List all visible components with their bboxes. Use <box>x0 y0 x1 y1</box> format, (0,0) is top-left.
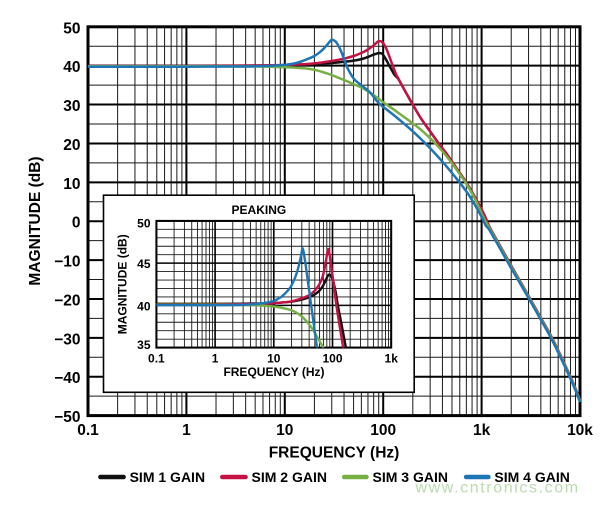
svg-text:−50: −50 <box>54 409 80 426</box>
svg-text:MAGNITUDE (dB): MAGNITUDE (dB) <box>27 156 44 285</box>
svg-text:0.1: 0.1 <box>77 422 99 439</box>
svg-text:20: 20 <box>63 137 80 154</box>
svg-text:PEAKING: PEAKING <box>232 203 287 217</box>
svg-text:50: 50 <box>63 20 80 37</box>
svg-text:35: 35 <box>137 338 151 352</box>
svg-text:30: 30 <box>63 98 80 115</box>
svg-text:1: 1 <box>212 352 219 366</box>
svg-text:50: 50 <box>137 217 151 231</box>
svg-text:SIM 1 GAIN: SIM 1 GAIN <box>130 469 205 485</box>
svg-text:FREQUENCY (Hz): FREQUENCY (Hz) <box>269 445 400 462</box>
svg-text:40: 40 <box>63 59 80 76</box>
svg-text:10: 10 <box>267 352 281 366</box>
svg-text:40: 40 <box>137 299 151 313</box>
svg-text:MAGNITUDE (dB): MAGNITUDE (dB) <box>116 234 130 334</box>
svg-text:10: 10 <box>276 422 293 439</box>
svg-text:1k: 1k <box>473 422 491 439</box>
svg-text:10k: 10k <box>567 422 593 439</box>
svg-text:0.1: 0.1 <box>148 352 165 366</box>
svg-text:SIM 2 GAIN: SIM 2 GAIN <box>252 469 327 485</box>
svg-text:SIM 3 GAIN: SIM 3 GAIN <box>373 469 448 485</box>
svg-text:100: 100 <box>322 352 342 366</box>
svg-text:SIM 4 GAIN: SIM 4 GAIN <box>494 469 569 485</box>
svg-text:0: 0 <box>72 215 81 232</box>
svg-text:10: 10 <box>63 176 80 193</box>
svg-text:−20: −20 <box>54 293 80 310</box>
svg-text:www.cntronics.com: www.cntronics.com <box>415 480 580 497</box>
svg-text:100: 100 <box>370 422 396 439</box>
svg-text:45: 45 <box>137 257 151 271</box>
svg-text:−10: −10 <box>54 254 80 271</box>
svg-text:FREQUENCY (Hz): FREQUENCY (Hz) <box>223 365 324 379</box>
svg-text:−30: −30 <box>54 331 80 348</box>
svg-text:−40: −40 <box>54 370 80 387</box>
svg-text:1k: 1k <box>385 352 399 366</box>
svg-text:1: 1 <box>182 422 191 439</box>
